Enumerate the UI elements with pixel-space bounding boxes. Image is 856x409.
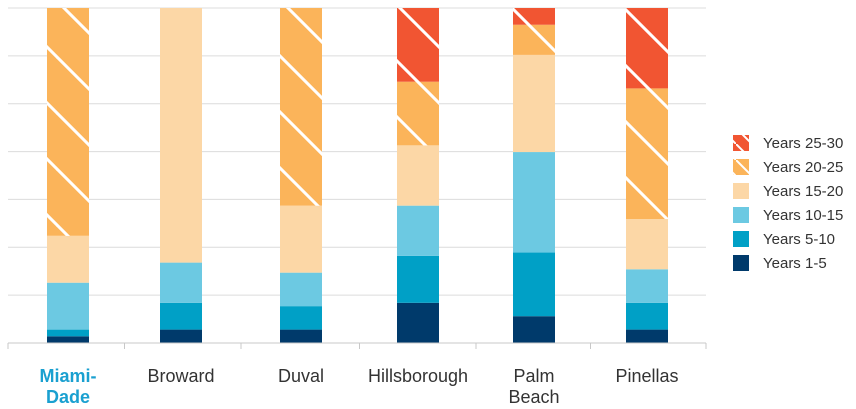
category-labels: Miami-Dade Broward Duval Hillsborough Palm Be… (39, 366, 678, 407)
bar-segment-pinellas-years-10-15 (626, 269, 668, 303)
bar-segment-palm-beach-years-10-15 (513, 152, 555, 253)
bar-stack-miami-dade (47, 8, 89, 343)
bar-segment-broward-years-15-20 (160, 8, 202, 263)
bar-segment-palm-beach-years-15-20 (513, 54, 555, 153)
bar-segment-miami-dade-years-10-15 (47, 282, 89, 330)
bar-stack-broward (160, 8, 202, 343)
legend: Years 25-30 Years 20-25 Years 15-20 Years 1… (733, 135, 843, 272)
legend-label-years-10-15: Years 10-15 (763, 207, 843, 224)
bar-segment-pinellas-years-15-20 (626, 219, 668, 270)
bar-segment-hillsborough-years-20-25 (397, 81, 439, 146)
bar-stack-pinellas (626, 8, 668, 343)
bar-segment-duval-years-20-25 (280, 8, 322, 206)
bar-segment-miami-dade-years-20-25 (47, 8, 89, 236)
tick-label-palm-beach: Palm Beach (508, 366, 559, 407)
bar-segment-palm-beach-years-5-10 (513, 252, 555, 317)
bar-segment-palm-beach-years-1-5 (513, 316, 555, 343)
bar-segment-palm-beach-years-20-25 (513, 24, 555, 55)
legend-swatch-years-10-15 (733, 207, 749, 223)
bar-stack-hillsborough (397, 8, 439, 343)
legend-label-years-15-20: Years 15-20 (763, 183, 843, 200)
gridlines (8, 7, 706, 296)
legend-label-years-25-30: Years 25-30 (763, 135, 843, 152)
tick-label-miami-dade: Miami-Dade (39, 366, 96, 407)
bar-segment-broward-years-1-5 (160, 329, 202, 343)
bar-segment-pinellas-years-5-10 (626, 302, 668, 330)
bar-segment-miami-dade-years-5-10 (47, 329, 89, 337)
bar-stack-duval (280, 8, 322, 343)
tick-label-broward: Broward (147, 366, 214, 386)
bars (47, 8, 668, 343)
legend-label-years-20-25: Years 20-25 (763, 159, 843, 176)
bar-segment-miami-dade-years-1-5 (47, 336, 89, 343)
x-axis (7, 342, 707, 349)
bar-segment-broward-years-5-10 (160, 302, 202, 330)
legend-swatch-years-1-5 (733, 255, 749, 271)
legend-swatch-years-25-30 (733, 135, 749, 151)
bar-segment-hillsborough-years-10-15 (397, 205, 439, 256)
legend-swatch-years-5-10 (733, 231, 749, 247)
bar-segment-broward-years-10-15 (160, 262, 202, 303)
bar-segment-pinellas-years-20-25 (626, 88, 668, 220)
legend-swatch-years-20-25 (733, 159, 749, 175)
bar-segment-pinellas-years-1-5 (626, 329, 668, 343)
bar-segment-duval-years-1-5 (280, 329, 322, 343)
bar-segment-hillsborough-years-1-5 (397, 302, 439, 343)
bar-segment-palm-beach-years-25-30 (513, 8, 555, 25)
bar-segment-hillsborough-years-15-20 (397, 145, 439, 206)
bar-segment-duval-years-15-20 (280, 205, 322, 273)
tick-label-pinellas: Pinellas (615, 366, 678, 386)
bar-segment-duval-years-10-15 (280, 272, 322, 307)
bar-segment-pinellas-years-25-30 (626, 8, 668, 89)
legend-label-years-5-10: Years 5-10 (763, 231, 835, 248)
legend-label-years-1-5: Years 1-5 (763, 255, 827, 272)
bar-segment-hillsborough-years-5-10 (397, 255, 439, 303)
tick-label-duval: Duval (278, 366, 324, 386)
bar-segment-duval-years-5-10 (280, 306, 322, 330)
legend-swatch-years-15-20 (733, 183, 749, 199)
bar-stack-palm-beach (513, 8, 555, 343)
tick-label-hillsborough: Hillsborough (368, 366, 468, 386)
bar-segment-miami-dade-years-15-20 (47, 235, 89, 283)
bar-segment-hillsborough-years-25-30 (397, 8, 439, 82)
